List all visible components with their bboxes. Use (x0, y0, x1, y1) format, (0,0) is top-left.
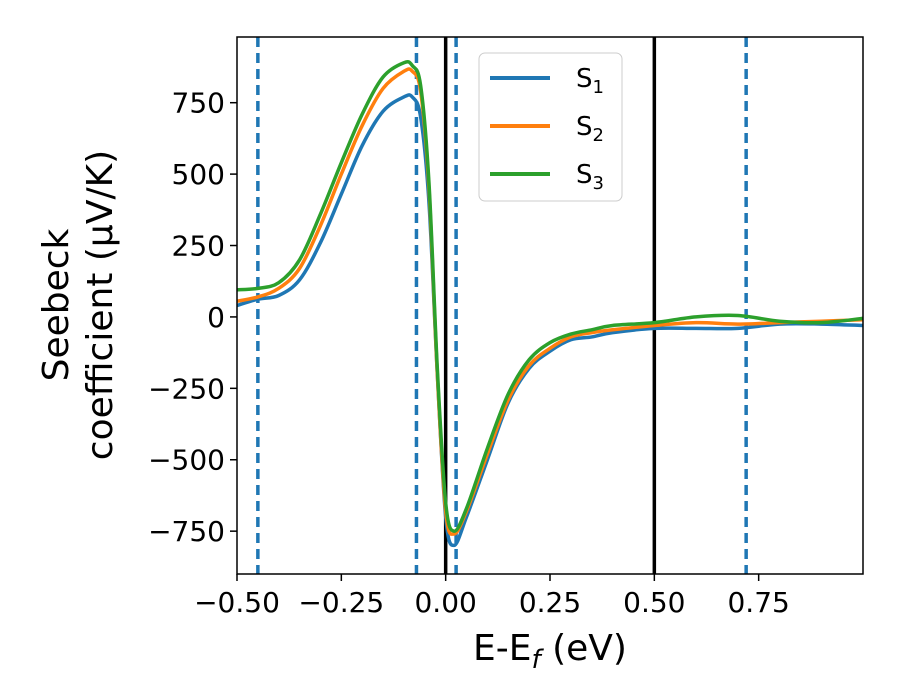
legend-label-sub: 3 (593, 173, 604, 194)
legend-label-S1: S1 (576, 64, 604, 98)
series-lines (236, 60, 864, 548)
series-line-S3 (236, 60, 864, 533)
y-tick-label-1: 500 (172, 158, 225, 191)
x-tick-label-5: 0.75 (727, 586, 789, 619)
y-tick-label-4: −250 (148, 372, 225, 405)
y-tick-label-3: 0 (207, 301, 225, 334)
legend-label-base: S (576, 64, 593, 94)
y-axis-title-line2: coefficient (μV/K) (80, 150, 121, 460)
legend-label-S2: S2 (576, 112, 604, 146)
y-axis-title: Seebeck (36, 228, 77, 381)
x-axis-ticks: −0.50 −0.25 0.00 0.25 0.50 0.75 (194, 574, 790, 619)
y-axis-ticks: 750 500 250 0 −250 −500 −750 (148, 87, 237, 548)
legend-label-base: S (576, 160, 593, 190)
y-tick-label-6: −750 (148, 515, 225, 548)
x-axis-title: E-Ef (eV) (473, 628, 627, 675)
x-axis-title-suffix: (eV) (541, 628, 627, 669)
legend-label-sub: 1 (593, 77, 604, 98)
x-tick-label-2: 0.00 (414, 586, 476, 619)
series-line-S1 (236, 93, 864, 548)
y-tick-label-2: 250 (172, 230, 225, 263)
legend-box (478, 52, 623, 202)
x-axis-title-prefix: E-E (473, 628, 531, 669)
y-tick-label-0: 750 (172, 87, 225, 120)
legend-label-sub: 2 (593, 125, 604, 146)
legend-label-S3: S3 (576, 160, 604, 194)
legend-label-base: S (576, 112, 593, 142)
x-tick-label-0: −0.50 (194, 586, 280, 619)
y-axis-title-line1: Seebeck (36, 228, 77, 381)
x-tick-label-4: 0.50 (623, 586, 685, 619)
x-tick-label-1: −0.25 (298, 586, 384, 619)
y-tick-label-5: −500 (148, 444, 225, 477)
y-axis-title-2: coefficient (μV/K) (80, 150, 121, 460)
x-tick-label-3: 0.25 (519, 586, 581, 619)
series-line-S2 (236, 67, 864, 536)
